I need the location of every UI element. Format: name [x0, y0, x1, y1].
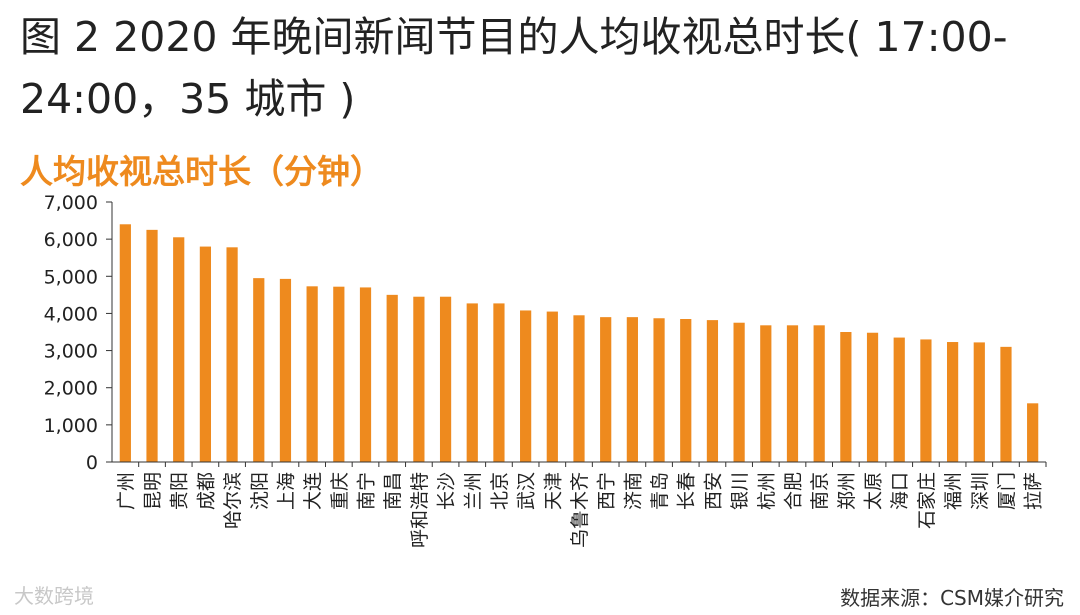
y-tick-label: 1,000 — [44, 415, 98, 437]
x-category-label: 南宁 — [356, 472, 378, 510]
bar — [946, 342, 959, 462]
y-tick-label: 3,000 — [44, 341, 98, 363]
bar — [173, 237, 185, 462]
page-title: 图 2 2020 年晚间新闻节目的人均收视总时长( 17:00-24:00，35… — [20, 13, 1008, 123]
bar — [199, 246, 212, 462]
y-tick-label: 2,000 — [44, 378, 98, 400]
bar — [493, 303, 505, 462]
bar — [279, 278, 292, 462]
x-category-label: 深圳 — [969, 472, 991, 510]
bar — [520, 310, 532, 462]
bar — [760, 325, 772, 462]
x-category-label: 广州 — [115, 472, 137, 510]
x-category-label: 南昌 — [382, 472, 404, 510]
x-category-label: 福州 — [943, 472, 965, 510]
bar — [920, 339, 932, 462]
bar — [893, 337, 905, 462]
bar — [439, 296, 452, 462]
bar — [600, 317, 612, 462]
x-category-label: 重庆 — [329, 472, 351, 510]
x-category-label: 石家庄 — [916, 472, 938, 529]
bar — [306, 286, 318, 462]
bar — [253, 278, 265, 462]
x-category-label: 杭州 — [756, 472, 778, 510]
bar — [546, 311, 558, 462]
x-category-label: 哈尔滨 — [222, 472, 244, 529]
chart-title: 人均收视总时长（分钟） — [20, 152, 383, 191]
x-category-label: 拉萨 — [1023, 472, 1045, 510]
bar — [386, 294, 398, 462]
bar — [706, 320, 719, 462]
y-axis: 7,000 6,000 5,000 4,000 3,000 2,000 1,000 0 — [44, 192, 113, 474]
bars — [119, 224, 1039, 462]
bar — [813, 325, 825, 462]
x-category-label: 西安 — [702, 472, 724, 510]
x-category-label: 贵阳 — [169, 472, 191, 510]
bar — [680, 319, 692, 462]
x-category-label: 长沙 — [436, 472, 458, 510]
bar — [146, 229, 158, 462]
bar — [626, 317, 638, 462]
bar — [573, 315, 585, 462]
x-category-label: 沈阳 — [249, 472, 271, 510]
x-category-label: 北京 — [489, 472, 511, 510]
bar — [466, 303, 478, 462]
source-note: 数据来源：CSM媒介研究 — [840, 586, 1064, 610]
y-tick-label: 0 — [86, 452, 98, 474]
bar — [840, 332, 852, 462]
x-category-label: 呼和浩特 — [409, 472, 431, 548]
y-tick-label: 4,000 — [44, 303, 98, 325]
x-category-label: 青岛 — [649, 472, 671, 510]
bar — [653, 318, 665, 462]
bar — [333, 286, 345, 462]
bar — [359, 287, 372, 462]
x-category-label: 厦门 — [996, 472, 1018, 510]
bar — [1000, 346, 1012, 462]
y-tick-label: 5,000 — [44, 266, 98, 288]
bar — [973, 342, 985, 462]
x-category-label: 银川 — [729, 472, 751, 510]
x-category-label: 成都 — [195, 472, 217, 510]
x-category-label: 乌鲁木齐 — [569, 472, 591, 548]
x-category-label: 武汉 — [516, 472, 538, 510]
x-category-label: 郑州 — [836, 472, 858, 510]
bar — [786, 325, 799, 462]
watermark: 大数跨境 — [14, 584, 94, 608]
x-category-label: 上海 — [275, 472, 297, 510]
x-category-label: 济南 — [622, 472, 644, 510]
bar — [866, 332, 879, 462]
x-category-label: 西宁 — [596, 472, 618, 510]
x-category-label: 昆明 — [142, 472, 164, 510]
x-category-label: 太原 — [863, 472, 885, 510]
bar — [119, 224, 131, 462]
y-tick-label: 6,000 — [44, 229, 98, 251]
x-category-label: 天津 — [542, 472, 564, 510]
y-tick-label: 7,000 — [44, 192, 98, 214]
x-category-label: 长春 — [676, 472, 698, 510]
bar — [413, 296, 425, 462]
bar — [1027, 403, 1039, 462]
x-category-label: 南京 — [809, 472, 831, 510]
bar — [733, 322, 745, 462]
bar — [226, 247, 238, 462]
x-category-label: 合肥 — [782, 472, 804, 510]
x-category-label: 海口 — [889, 472, 911, 510]
x-category-label: 兰州 — [462, 472, 484, 510]
x-axis: 广州 昆明 贵阳 成都 哈尔滨 沈阳 上海 大连 重庆 南宁 南昌 呼和浩特 长沙 兰州 北京 武汉 天津 乌鲁木… — [112, 461, 1047, 548]
x-category-label: 大连 — [302, 472, 324, 510]
